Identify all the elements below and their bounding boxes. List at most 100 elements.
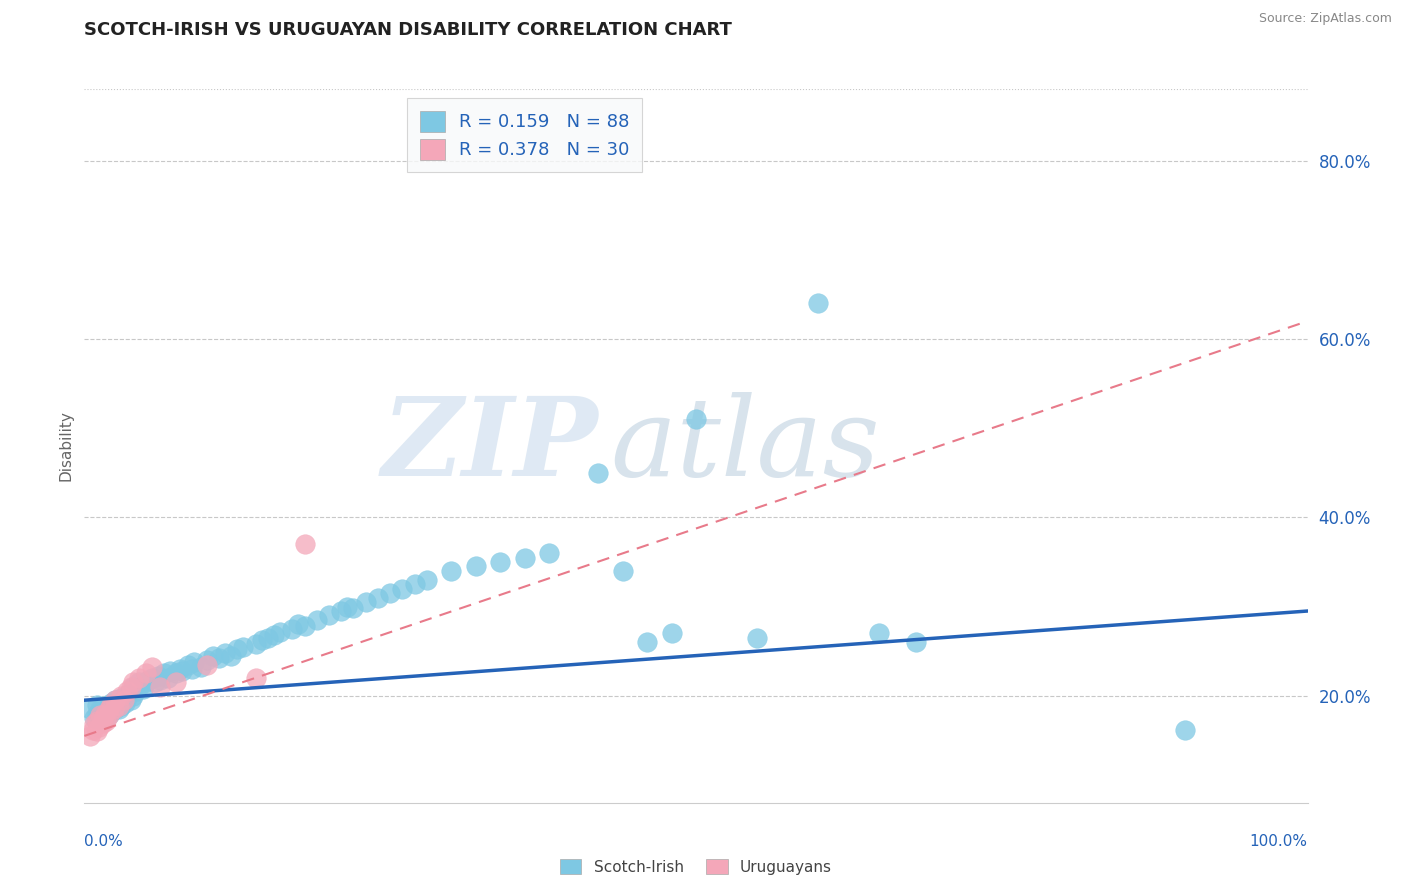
Point bbox=[89, 702, 111, 716]
Point bbox=[96, 714, 118, 728]
Point bbox=[100, 696, 122, 710]
Point bbox=[97, 699, 120, 714]
Point bbox=[513, 550, 536, 565]
Point bbox=[91, 714, 114, 728]
Point bbox=[79, 702, 101, 716]
Point bbox=[91, 711, 114, 725]
Point bbox=[107, 699, 129, 714]
Point bbox=[172, 664, 194, 678]
Point bbox=[91, 715, 114, 730]
Point bbox=[489, 555, 512, 569]
Point bbox=[79, 729, 101, 743]
Point bbox=[135, 675, 157, 690]
Point bbox=[122, 680, 145, 694]
Point bbox=[112, 693, 135, 707]
Point bbox=[464, 559, 486, 574]
Point bbox=[120, 680, 142, 694]
Point bbox=[685, 412, 707, 426]
Point bbox=[128, 671, 150, 685]
Point bbox=[232, 640, 254, 654]
Point bbox=[149, 673, 172, 687]
Point bbox=[135, 666, 157, 681]
Point bbox=[214, 646, 236, 660]
Point bbox=[183, 655, 205, 669]
Y-axis label: Disability: Disability bbox=[58, 410, 73, 482]
Point bbox=[83, 711, 105, 725]
Point bbox=[391, 582, 413, 596]
Point bbox=[201, 648, 224, 663]
Text: SCOTCH-IRISH VS URUGUAYAN DISABILITY CORRELATION CHART: SCOTCH-IRISH VS URUGUAYAN DISABILITY COR… bbox=[84, 21, 733, 39]
Point bbox=[330, 604, 353, 618]
Point bbox=[257, 631, 280, 645]
Point bbox=[354, 595, 377, 609]
Point bbox=[114, 696, 136, 710]
Point bbox=[117, 687, 139, 701]
Point bbox=[294, 537, 316, 551]
Point bbox=[440, 564, 463, 578]
Point bbox=[294, 619, 316, 633]
Point bbox=[104, 693, 127, 707]
Point bbox=[112, 693, 135, 707]
Point bbox=[128, 675, 150, 690]
Point bbox=[122, 675, 145, 690]
Point bbox=[416, 573, 439, 587]
Point bbox=[269, 624, 291, 639]
Point bbox=[156, 671, 179, 685]
Point bbox=[807, 296, 830, 310]
Point bbox=[245, 637, 267, 651]
Point bbox=[110, 690, 132, 705]
Point bbox=[86, 698, 108, 712]
Point bbox=[107, 702, 129, 716]
Point bbox=[110, 699, 132, 714]
Point bbox=[89, 708, 111, 723]
Point bbox=[97, 702, 120, 716]
Text: ZIP: ZIP bbox=[381, 392, 598, 500]
Point bbox=[281, 622, 304, 636]
Point bbox=[208, 651, 231, 665]
Point bbox=[120, 693, 142, 707]
Point bbox=[219, 648, 242, 663]
Point bbox=[169, 662, 191, 676]
Point bbox=[586, 466, 609, 480]
Point bbox=[226, 642, 249, 657]
Point bbox=[538, 546, 561, 560]
Point bbox=[125, 684, 148, 698]
Point bbox=[318, 608, 340, 623]
Point bbox=[110, 689, 132, 703]
Point bbox=[153, 666, 176, 681]
Text: atlas: atlas bbox=[610, 392, 880, 500]
Point bbox=[87, 720, 110, 734]
Point bbox=[195, 657, 218, 672]
Point bbox=[141, 671, 163, 685]
Point bbox=[905, 635, 928, 649]
Point bbox=[1174, 723, 1197, 737]
Point bbox=[342, 601, 364, 615]
Point bbox=[165, 675, 187, 690]
Point bbox=[250, 633, 273, 648]
Point bbox=[104, 693, 127, 707]
Point bbox=[132, 681, 155, 696]
Text: Source: ZipAtlas.com: Source: ZipAtlas.com bbox=[1258, 12, 1392, 25]
Point bbox=[96, 704, 118, 718]
Point bbox=[105, 698, 128, 712]
Point bbox=[149, 680, 172, 694]
Point bbox=[100, 705, 122, 719]
Point bbox=[612, 564, 634, 578]
Point bbox=[97, 708, 120, 723]
Point bbox=[94, 706, 117, 721]
Point bbox=[181, 662, 204, 676]
Point bbox=[86, 706, 108, 721]
Point bbox=[128, 680, 150, 694]
Point bbox=[747, 631, 769, 645]
Point bbox=[93, 699, 115, 714]
Point bbox=[245, 671, 267, 685]
Point bbox=[661, 626, 683, 640]
Text: 100.0%: 100.0% bbox=[1250, 834, 1308, 848]
Point bbox=[86, 714, 108, 728]
Point bbox=[263, 628, 285, 642]
Point bbox=[287, 617, 309, 632]
Point bbox=[195, 653, 218, 667]
Point bbox=[100, 698, 122, 712]
Point bbox=[636, 635, 658, 649]
Point bbox=[143, 675, 166, 690]
